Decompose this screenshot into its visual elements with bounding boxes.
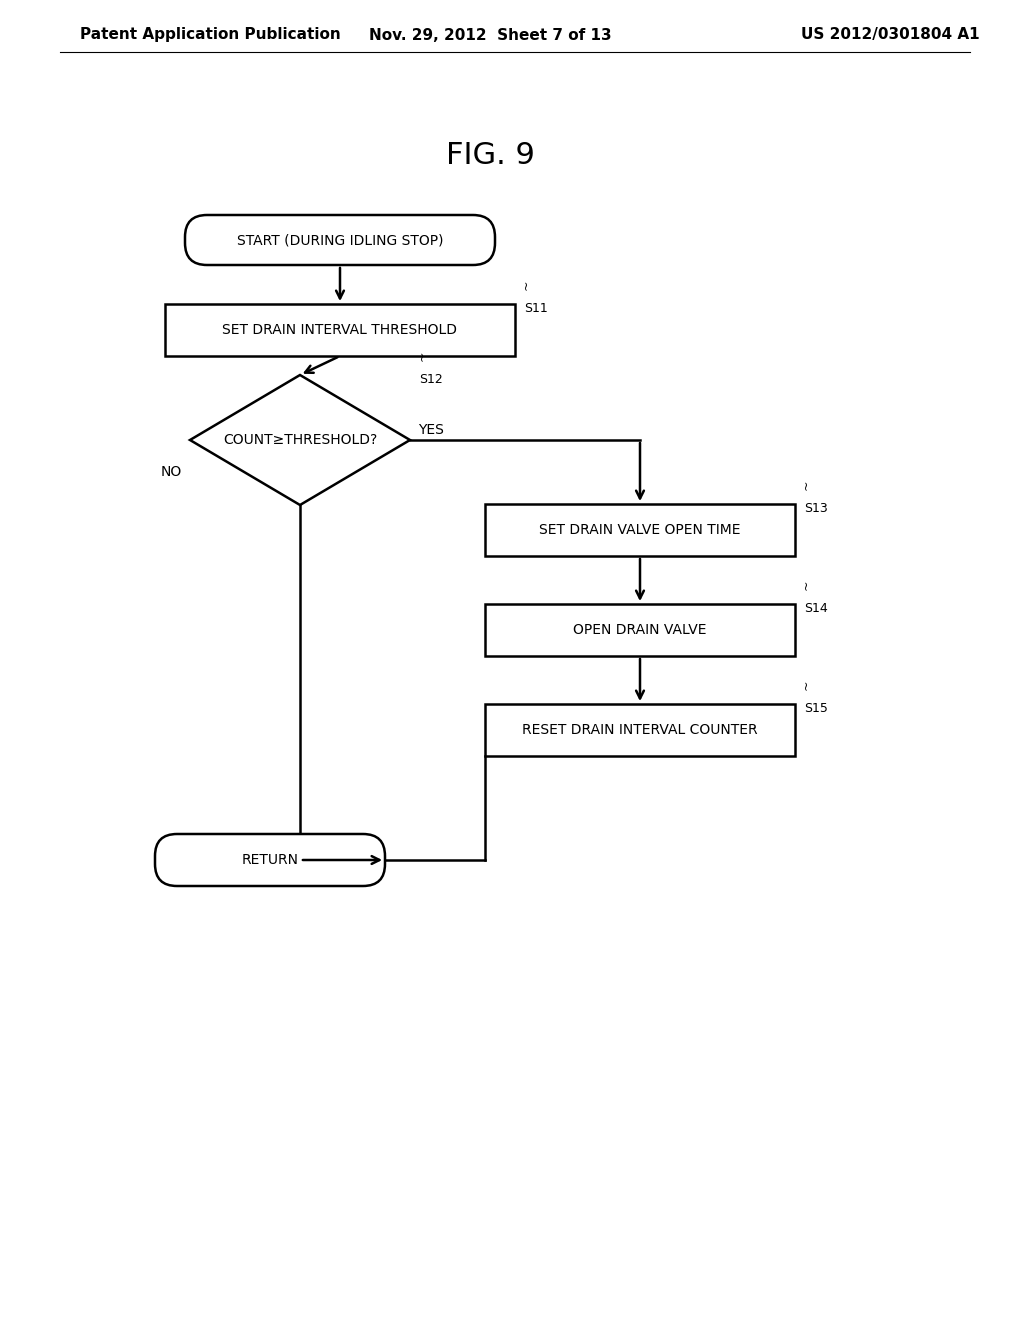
Text: ~: ~ xyxy=(800,680,813,690)
FancyBboxPatch shape xyxy=(185,215,495,265)
Text: COUNT≥THRESHOLD?: COUNT≥THRESHOLD? xyxy=(223,433,377,447)
Text: RETURN: RETURN xyxy=(242,853,299,867)
Text: START (DURING IDLING STOP): START (DURING IDLING STOP) xyxy=(237,234,443,247)
Bar xyxy=(485,704,795,756)
Text: US 2012/0301804 A1: US 2012/0301804 A1 xyxy=(802,28,980,42)
Text: OPEN DRAIN VALVE: OPEN DRAIN VALVE xyxy=(573,623,707,638)
Polygon shape xyxy=(190,375,410,506)
Text: SET DRAIN VALVE OPEN TIME: SET DRAIN VALVE OPEN TIME xyxy=(540,523,740,537)
Text: NO: NO xyxy=(161,466,182,479)
Text: S14: S14 xyxy=(804,602,827,615)
Text: ~: ~ xyxy=(415,351,428,360)
FancyBboxPatch shape xyxy=(155,834,385,886)
Text: Patent Application Publication: Patent Application Publication xyxy=(80,28,341,42)
Text: S12: S12 xyxy=(419,374,442,385)
Text: FIG. 9: FIG. 9 xyxy=(445,140,535,169)
Text: RESET DRAIN INTERVAL COUNTER: RESET DRAIN INTERVAL COUNTER xyxy=(522,723,758,737)
Text: S15: S15 xyxy=(804,702,827,715)
Text: Nov. 29, 2012  Sheet 7 of 13: Nov. 29, 2012 Sheet 7 of 13 xyxy=(369,28,611,42)
Text: S13: S13 xyxy=(804,502,827,515)
Text: ~: ~ xyxy=(800,479,813,490)
Text: YES: YES xyxy=(418,422,443,437)
Bar xyxy=(485,605,795,656)
Bar xyxy=(485,504,795,556)
Bar xyxy=(165,304,515,356)
Text: SET DRAIN INTERVAL THRESHOLD: SET DRAIN INTERVAL THRESHOLD xyxy=(222,323,458,337)
Text: S11: S11 xyxy=(524,302,548,315)
Text: ~: ~ xyxy=(800,579,813,590)
Text: ~: ~ xyxy=(520,280,534,290)
